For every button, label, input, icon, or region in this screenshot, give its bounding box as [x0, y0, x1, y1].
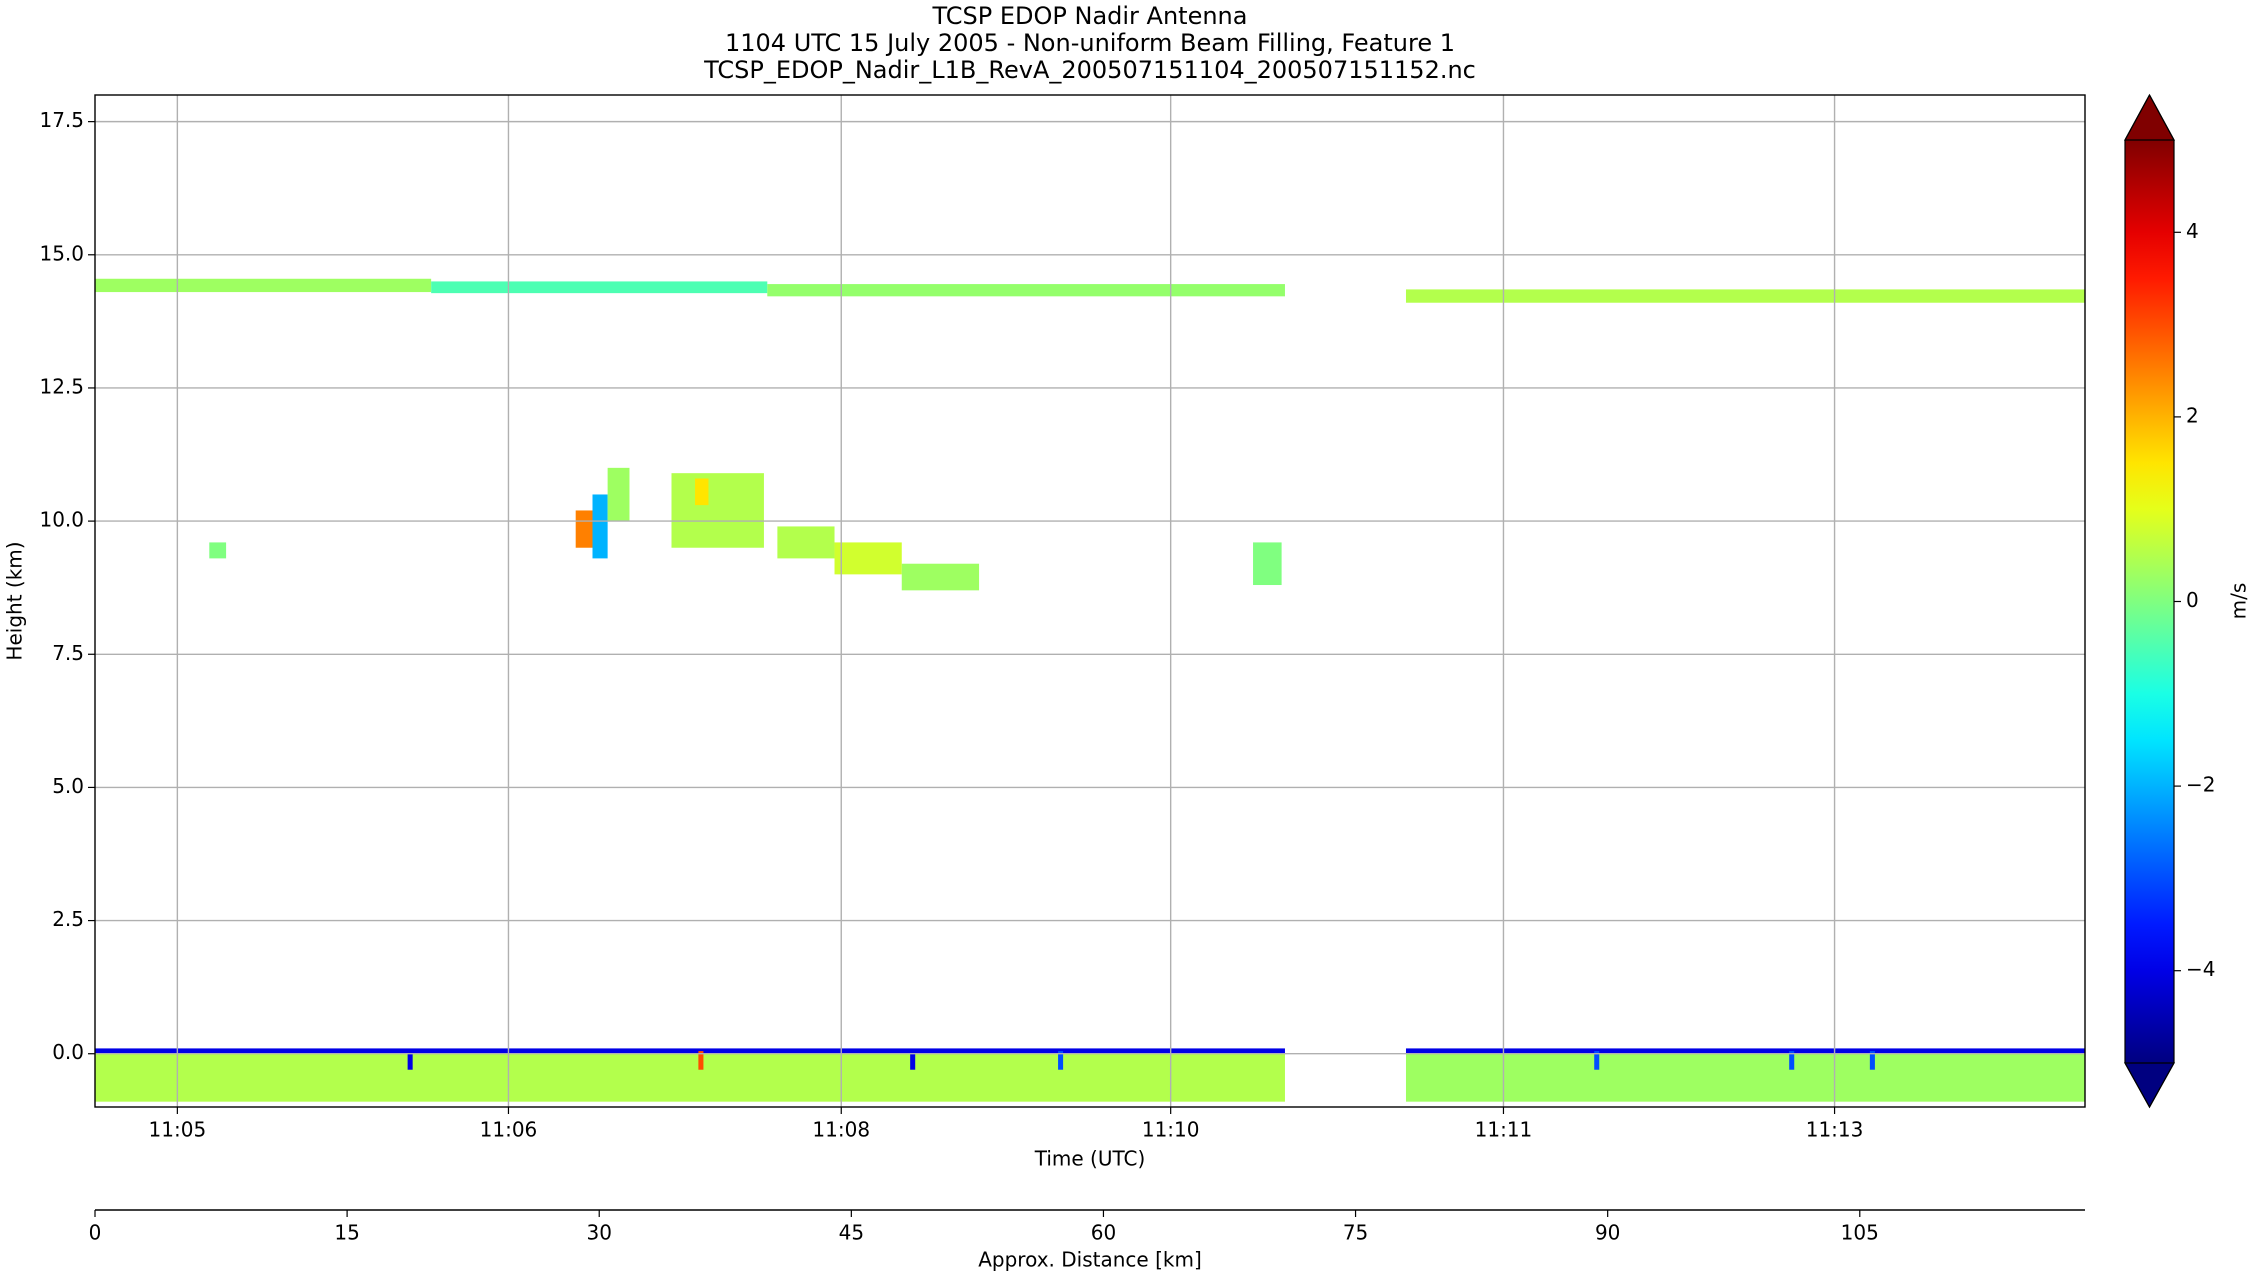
colorbar-tick-label: −4: [2186, 957, 2215, 981]
colorbar-tick-label: −2: [2186, 773, 2215, 797]
cell: [671, 473, 764, 548]
cell: [95, 278, 432, 293]
cell: [592, 494, 608, 559]
cell: [1869, 1051, 1875, 1070]
colorbar-tick-label: 2: [2186, 403, 2199, 427]
x2-tick-label: 0: [89, 1221, 102, 1245]
x-tick-label: 11:11: [1475, 1118, 1533, 1142]
colorbar: [2125, 140, 2174, 1063]
cell: [607, 467, 630, 522]
chart-title: TCSP EDOP Nadir Antenna: [932, 2, 1248, 30]
plot-frame: [94, 94, 2086, 1108]
y-tick-label: 15.0: [39, 241, 84, 265]
y-tick-label: 0.0: [52, 1040, 84, 1064]
y-tick-label: 17.5: [39, 108, 84, 132]
cell: [767, 284, 1285, 297]
cell: [834, 542, 902, 575]
cell: [901, 563, 980, 591]
x2-tick-label: 15: [334, 1221, 359, 1245]
cell: [910, 1051, 916, 1070]
cell: [695, 478, 709, 506]
cell: [1405, 289, 2085, 303]
x2-axis-label: Approx. Distance [km]: [978, 1248, 1202, 1272]
colorbar-extend-max: [2123, 93, 2176, 141]
cell: [777, 526, 835, 559]
cell: [698, 1051, 704, 1070]
colorbar-label: m/s: [2227, 583, 2250, 620]
x-tick-label: 11:05: [149, 1118, 207, 1142]
cell: [1405, 1048, 2085, 1054]
y-tick-label: 5.0: [52, 774, 84, 798]
cell: [95, 1053, 1285, 1102]
x2-tick-label: 30: [586, 1221, 611, 1245]
cell: [431, 281, 768, 294]
x-tick-label: 11:10: [1142, 1118, 1200, 1142]
x2-tick-label: 105: [1841, 1221, 1879, 1245]
y-tick-label: 2.5: [52, 907, 84, 931]
y-tick-label: 10.0: [39, 508, 84, 532]
x2-tick-label: 90: [1595, 1221, 1620, 1245]
x2-tick-label: 75: [1343, 1221, 1368, 1245]
x-tick-label: 11:13: [1806, 1118, 1864, 1142]
colorbar-extend-min: [2123, 1062, 2176, 1109]
x-tick-label: 11:08: [812, 1118, 870, 1142]
cell: [1789, 1051, 1795, 1070]
y-tick-label: 7.5: [52, 641, 84, 665]
x2-tick-label: 60: [1091, 1221, 1116, 1245]
cell: [1594, 1051, 1600, 1070]
cell: [209, 542, 227, 559]
cell: [1253, 542, 1282, 586]
cell: [407, 1051, 413, 1070]
colorbar-tick-label: 4: [2186, 219, 2199, 243]
x-tick-label: 11:06: [480, 1118, 538, 1142]
colorbar-frame: [2124, 94, 2175, 1109]
chart-subtitle: TCSP_EDOP_Nadir_L1B_RevA_200507151104_20…: [703, 56, 1476, 84]
x2-tick-label: 45: [839, 1221, 864, 1245]
x-axis-label: Time (UTC): [1034, 1147, 1146, 1171]
y-axis-label: Height (km): [3, 541, 27, 660]
cell: [575, 510, 593, 548]
cell: [1405, 1053, 2085, 1102]
chart-subtitle: 1104 UTC 15 July 2005 - Non-uniform Beam…: [725, 29, 1455, 57]
cell: [1058, 1051, 1064, 1070]
cell: [95, 1048, 1285, 1054]
colorbar-tick-label: 0: [2186, 588, 2199, 612]
y-tick-label: 12.5: [39, 374, 84, 398]
